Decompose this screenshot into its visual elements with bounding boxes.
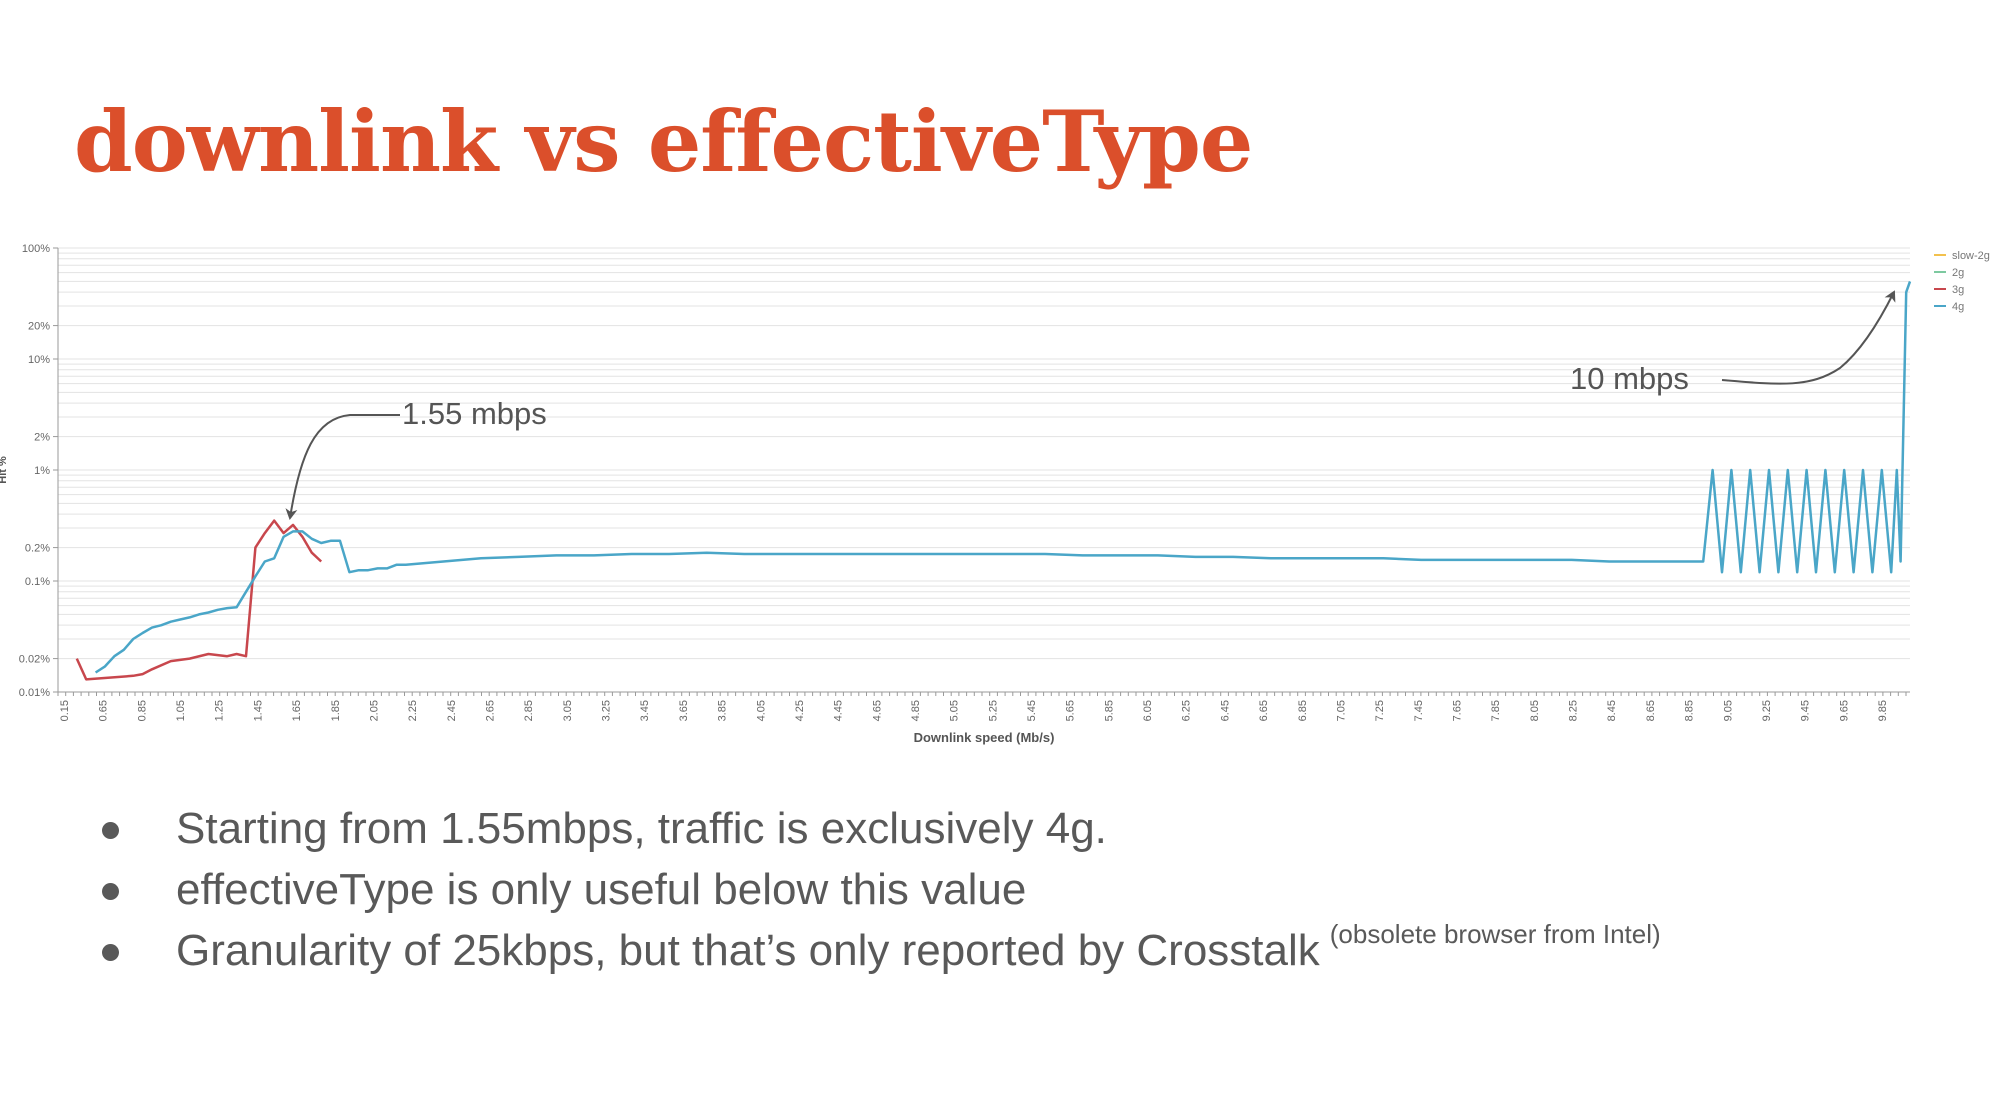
- y-tick-label: 20%: [28, 321, 50, 333]
- y-tick-label: 0.01%: [19, 687, 50, 699]
- x-tick-label: 7.05: [1335, 700, 1347, 721]
- bullet-dot: [102, 883, 119, 900]
- series-line-4g: [94, 280, 1912, 674]
- bullet-note: (obsolete browser from Intel): [1329, 919, 1661, 949]
- x-tick-label: 4.45: [833, 700, 845, 721]
- x-tick-label: 1.45: [252, 700, 264, 721]
- y-tick-label: 1%: [34, 465, 50, 477]
- x-tick-label: 6.25: [1181, 700, 1193, 721]
- x-tick-labels: 0.15 0.65 0.85 1.05 1.25 1.45 1.65 1.85 2.05 2.25…: [57, 692, 1907, 721]
- x-tick-label: 1.85: [330, 700, 342, 721]
- x-tick-label: 5.85: [1103, 700, 1115, 721]
- y-tick-label: 100%: [22, 243, 50, 255]
- series-line-3g: [75, 519, 323, 681]
- y-tick-label: 0.02%: [19, 654, 50, 666]
- y-tick-label: 2%: [34, 432, 50, 444]
- annotation-label-1-55: 1.55 mbps: [402, 396, 547, 431]
- x-tick-label: 2.45: [446, 700, 458, 721]
- legend-label-4g: 4g: [1952, 301, 1964, 313]
- x-tick-label: 4.85: [910, 700, 922, 721]
- slide-title: downlink vs effectiveType: [74, 92, 1253, 191]
- chart: 100% 20% 10% 2% 1% 0.2% 0.1% 0.02% 0.01% 0.15 0.6…: [0, 243, 1990, 745]
- x-tick-label: 7.85: [1490, 700, 1502, 721]
- x-tick-label: 1.65: [291, 700, 303, 721]
- y-axis-label: Hit %: [0, 456, 9, 484]
- x-tick-label: 5.45: [1026, 700, 1038, 721]
- x-tick-label: 6.65: [1258, 700, 1270, 721]
- x-tick-label: 5.05: [949, 700, 961, 721]
- y-tick-label: 0.2%: [25, 543, 50, 555]
- bullet-dot: [102, 944, 119, 961]
- x-tick-label: 4.25: [794, 700, 806, 721]
- x-tick-label: 5.25: [987, 700, 999, 721]
- x-tick-label: 8.25: [1568, 700, 1580, 721]
- x-tick-label: 7.65: [1452, 700, 1464, 721]
- x-tick-label: 9.65: [1838, 700, 1850, 721]
- x-tick-label: 6.05: [1142, 700, 1154, 721]
- series: [75, 280, 1912, 681]
- x-tick-label: 4.65: [871, 700, 883, 721]
- x-tick-label: 9.05: [1722, 700, 1734, 721]
- legend: slow-2g 2g 3g 4g: [1934, 250, 1990, 313]
- x-tick-label: 9.25: [1761, 700, 1773, 721]
- x-tick-label: 4.05: [755, 700, 767, 721]
- bullet-text: effectiveType is only useful below this …: [176, 865, 1027, 914]
- x-tick-label: 9.45: [1800, 700, 1812, 721]
- x-tick-label: 3.45: [639, 700, 651, 721]
- x-tick-label: 0.65: [98, 700, 110, 721]
- x-tick-label: 3.65: [678, 700, 690, 721]
- annotation-label-10: 10 mbps: [1570, 361, 1689, 396]
- x-tick-label: 3.25: [601, 700, 613, 721]
- x-tick-label: 6.85: [1297, 700, 1309, 721]
- grid: [58, 247, 1910, 693]
- x-tick-label: 2.05: [368, 700, 380, 721]
- bullet-text: Granularity of 25kbps, but that’s only r…: [176, 926, 1320, 975]
- annotation-arrow-10: [1721, 290, 1896, 385]
- bullet-dot: [102, 822, 119, 839]
- x-tick-label: 5.65: [1065, 700, 1077, 721]
- x-axis-label: Downlink speed (Mb/s): [914, 730, 1055, 745]
- y-tick-labels: 100% 20% 10% 2% 1% 0.2% 0.1% 0.02% 0.01%: [19, 243, 58, 699]
- x-tick-label: 8.85: [1684, 700, 1696, 721]
- x-tick-label: 0.85: [136, 700, 148, 721]
- x-tick-label: 8.65: [1645, 700, 1657, 721]
- x-tick-label: 3.05: [562, 700, 574, 721]
- bullet-text: Starting from 1.55mbps, traffic is exclu…: [176, 804, 1107, 853]
- x-tick-label: 1.05: [175, 700, 187, 721]
- x-tick-label: 2.85: [523, 700, 535, 721]
- x-tick-label: 2.65: [484, 700, 496, 721]
- x-tick-label: 6.45: [1219, 700, 1231, 721]
- x-tick-label: 7.45: [1413, 700, 1425, 721]
- x-tick-label: 3.85: [717, 700, 729, 721]
- x-tick-label: 2.25: [407, 700, 419, 721]
- legend-label-slow-2g: slow-2g: [1952, 250, 1990, 262]
- x-tick-label: 9.85: [1877, 700, 1889, 721]
- annotations: 1.55 mbps 10 mbps: [285, 290, 1896, 520]
- x-tick-label: 8.05: [1529, 700, 1541, 721]
- legend-label-2g: 2g: [1952, 267, 1964, 279]
- bullet-text-wrap: Granularity of 25kbps, but that’s only r…: [176, 919, 1661, 987]
- legend-label-3g: 3g: [1952, 284, 1964, 296]
- annotation-arrow-1-55: [285, 414, 400, 520]
- x-tick-label: 1.25: [214, 700, 226, 721]
- x-tick-label: 7.25: [1374, 700, 1386, 721]
- y-tick-label: 0.1%: [25, 576, 50, 588]
- y-tick-label: 10%: [28, 354, 50, 366]
- x-tick-label: 0.15: [59, 700, 71, 721]
- x-tick-label: 8.45: [1606, 700, 1618, 721]
